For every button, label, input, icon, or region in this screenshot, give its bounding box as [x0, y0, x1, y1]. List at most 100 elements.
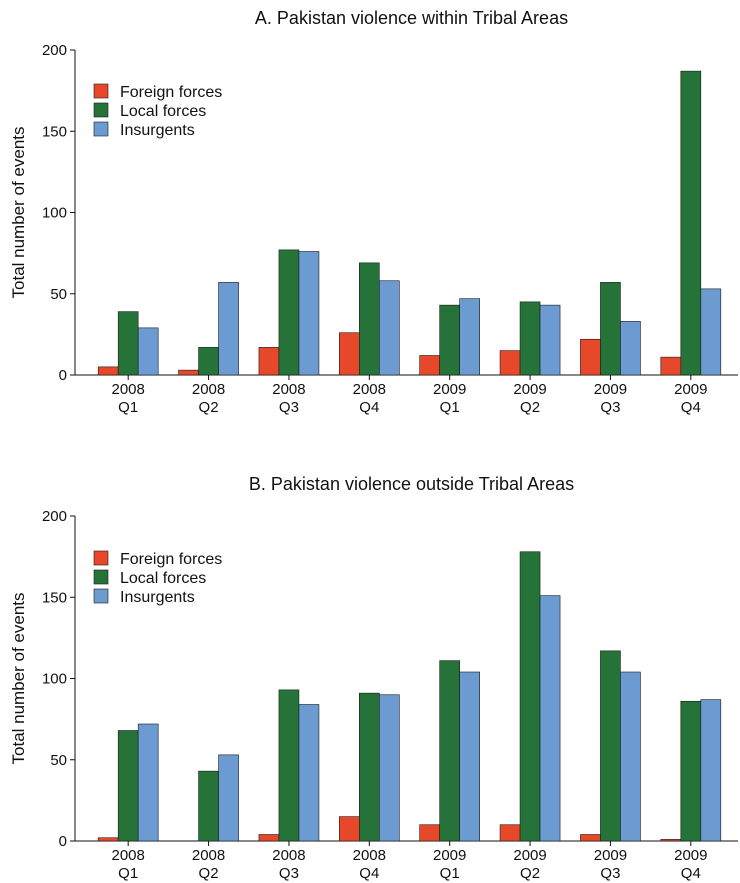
panel-a-bar	[660, 356, 682, 376]
panel-b-bar	[459, 671, 480, 842]
panel-b-x-tick-label-year: 2008	[112, 847, 145, 864]
panel-b-bar	[439, 660, 460, 842]
panel-a-legend-label: Local forces	[120, 103, 206, 120]
panel-a-bar	[298, 251, 320, 376]
panel-b-bar	[278, 689, 300, 842]
panel-b-bar	[379, 694, 400, 842]
panel-a-legend-label: Insurgents	[120, 122, 195, 139]
panel-b-x-tick-label-quarter: Q2	[520, 865, 540, 882]
panel-a-legend-swatch	[93, 121, 109, 137]
panel-b-bar	[620, 671, 641, 842]
panel-a-x-tick-label-year: 2009	[594, 381, 627, 398]
panel-a-x-tick-label-quarter: Q1	[440, 399, 460, 416]
panel-a-x-tick-label-quarter: Q3	[279, 399, 299, 416]
panel-a-bar	[459, 298, 480, 376]
panel-b-x-tick-label-year: 2008	[192, 847, 225, 864]
panel-a-y-tick-label: 100	[42, 205, 67, 222]
panel-b-y-tick-label: 150	[42, 589, 67, 606]
panel-a-x-tick-label-quarter: Q2	[520, 399, 540, 416]
panel-a-y-axis-label: Total number of events	[9, 127, 28, 299]
panel-a-bar	[198, 347, 219, 376]
panel-b-x-tick-label-quarter: Q4	[681, 865, 701, 882]
panel-a-x-tick-label-year: 2008	[112, 381, 145, 398]
panel-a-x-tick-label-year: 2009	[433, 381, 466, 398]
panel-a-x-tick-label-year: 2009	[674, 381, 707, 398]
panel-a-bar	[680, 70, 702, 376]
panel-a-bar	[419, 355, 440, 376]
panel-a-bar	[519, 301, 541, 376]
panel-a-bar	[258, 347, 280, 376]
panel-a-y-tick-label: 200	[42, 42, 67, 59]
panel-b-y-tick-label: 200	[42, 508, 67, 525]
panel-a-bar	[580, 338, 601, 376]
panel-b-bar	[117, 730, 139, 842]
panel-b-bar	[499, 824, 521, 842]
panel-a-bar	[700, 288, 722, 376]
panel-b-x-tick-label-year: 2009	[594, 847, 627, 864]
panel-a-bar	[620, 321, 641, 376]
panel-b-bar	[218, 754, 239, 842]
panel-b-bar	[539, 595, 561, 842]
panel-a-x-tick-label-year: 2008	[353, 381, 386, 398]
panel-a-bar	[499, 350, 521, 376]
panel-a-x-tick-label-quarter: Q4	[359, 399, 379, 416]
panel-b-bar	[700, 699, 722, 842]
panel-b-bar	[258, 834, 280, 842]
panel-b-bar	[339, 816, 360, 842]
panel-a-x-tick-label-quarter: Q4	[681, 399, 701, 416]
panel-b-bar	[359, 692, 380, 842]
panel-a-y-tick-label: 150	[42, 123, 67, 140]
panel-b-bar	[519, 551, 541, 842]
panel-b-y-tick-label: 50	[50, 752, 67, 769]
panel-b-x-tick-label-quarter: Q4	[359, 865, 379, 882]
panel-b-bar	[580, 834, 601, 842]
panel-b-bar	[600, 650, 621, 842]
panel-a-bar	[178, 369, 199, 376]
panel-a-bar	[218, 282, 239, 376]
panel-b-legend-swatch	[93, 569, 109, 585]
panel-a-legend-swatch	[93, 83, 109, 99]
panel-a-x-tick-label-year: 2009	[513, 381, 546, 398]
panel-b-bar	[137, 723, 159, 842]
panel-b-bar	[660, 839, 682, 842]
panel-a-y-tick-label: 50	[50, 286, 67, 303]
panel-b-y-tick-label: 100	[42, 671, 67, 688]
panel-b-bar	[298, 704, 320, 842]
panel-b-y-axis-label: Total number of events	[9, 593, 28, 765]
panel-a-bar	[439, 304, 460, 376]
panel-a-bar	[379, 280, 400, 376]
panel-b-legend-swatch	[93, 588, 109, 604]
panel-a-legend-label: Foreign forces	[120, 84, 222, 101]
panel-b-x-tick-label-year: 2009	[513, 847, 546, 864]
panel-b-chart-title: B. Pakistan violence outside Tribal Area…	[249, 474, 574, 494]
panel-a-bar	[600, 282, 621, 376]
panel-b-x-tick-label-quarter: Q3	[279, 865, 299, 882]
panel-b-bar	[97, 837, 119, 842]
panel-a-bar	[539, 304, 561, 376]
panel-b-legend-label: Insurgents	[120, 589, 195, 606]
panel-b-bar	[419, 824, 440, 842]
panel-b-bar	[198, 770, 219, 842]
panel-b-x-tick-label-year: 2008	[272, 847, 305, 864]
panel-b-x-tick-label-year: 2008	[353, 847, 386, 864]
panel-a-chart-title: A. Pakistan violence within Tribal Areas	[255, 8, 568, 28]
panel-a-bar	[339, 332, 360, 376]
panel-a-legend-swatch	[93, 102, 109, 118]
panel-b-x-tick-label-year: 2009	[433, 847, 466, 864]
panel-a-x-tick-label-year: 2008	[272, 381, 305, 398]
panel-a-bar	[97, 366, 119, 376]
panel-a-bar	[359, 262, 380, 376]
panel-a-y-tick-label: 0	[59, 367, 67, 384]
panel-b-x-tick-label-quarter: Q2	[199, 865, 219, 882]
panel-a-x-tick-label-year: 2008	[192, 381, 225, 398]
panel-b-x-tick-label-quarter: Q1	[440, 865, 460, 882]
panel-a-x-tick-label-quarter: Q3	[600, 399, 620, 416]
panel-a-bar	[137, 327, 159, 376]
panel-b-bar	[680, 700, 702, 842]
panel-b-x-tick-label-quarter: Q1	[118, 865, 138, 882]
panel-b-x-tick-label-quarter: Q3	[600, 865, 620, 882]
panel-b-legend-swatch	[93, 550, 109, 566]
panel-b-y-tick-label: 0	[59, 833, 67, 850]
